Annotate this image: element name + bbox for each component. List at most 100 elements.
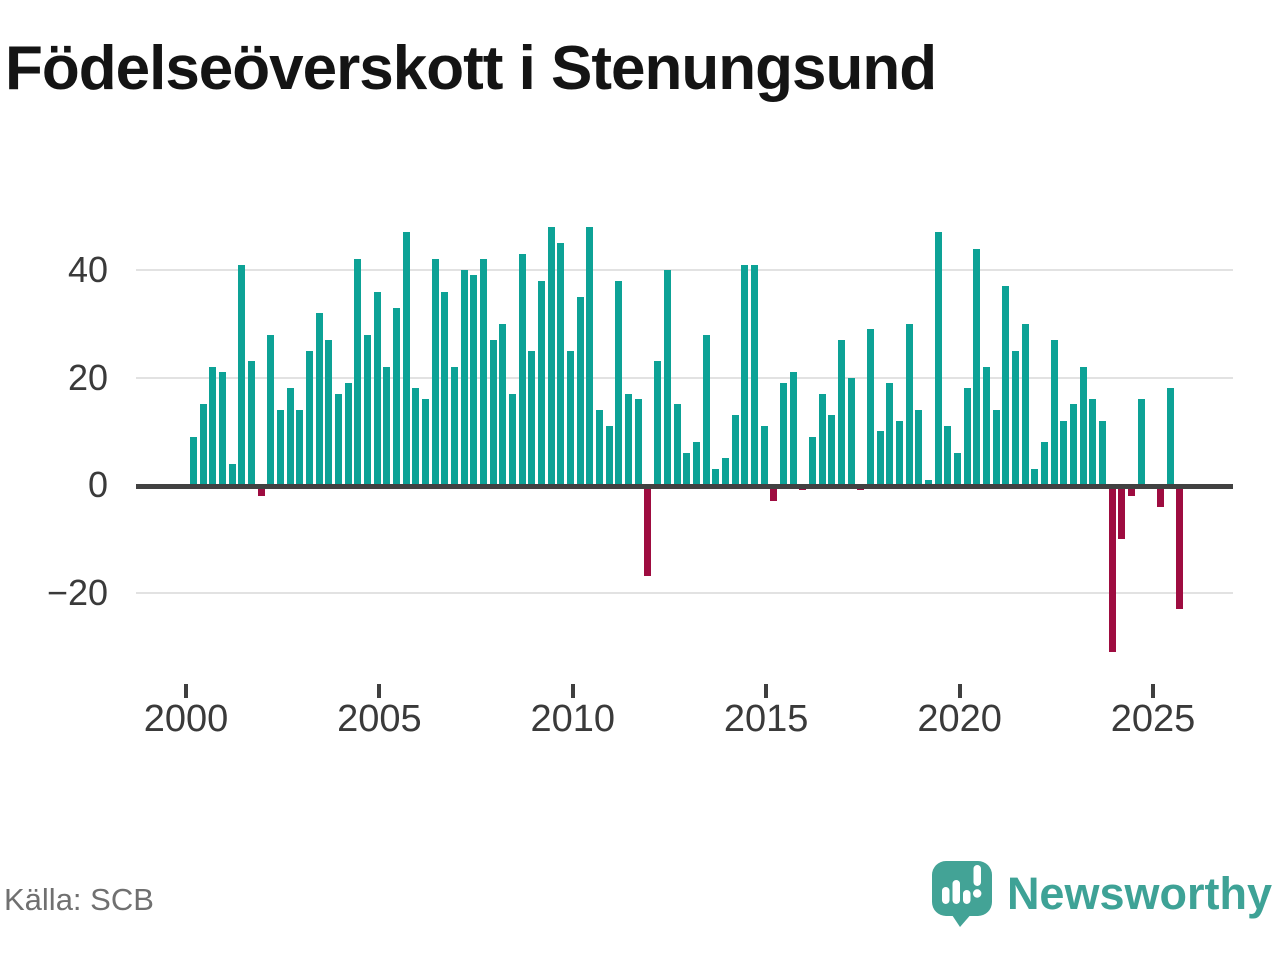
bar-2013-q1 [692, 442, 700, 485]
bar-2007-q4 [489, 339, 497, 485]
bar-2011-q3 [634, 399, 642, 485]
bar-2015-q2 [779, 382, 787, 485]
bar-2009-q3 [557, 243, 565, 485]
bar-2021-q1 [1002, 286, 1010, 485]
bar-2022-q1 [1040, 442, 1048, 485]
bar-2003-q1 [306, 350, 314, 485]
x-tick-2020 [957, 684, 962, 698]
bar-2008-q1 [499, 323, 507, 485]
x-tick-label-2025: 2025 [1110, 698, 1196, 740]
bar-2003-q4 [335, 393, 343, 485]
bar-2012-q2 [663, 270, 671, 485]
source-note: Källa: SCB [4, 882, 154, 917]
bar-2015-q3 [789, 372, 797, 485]
bar-2023-q1 [1079, 366, 1087, 485]
bar-2001-q2 [238, 264, 246, 485]
bar-2002-q3 [286, 388, 294, 485]
bar-2013-q4 [721, 458, 729, 485]
bar-2000-q4 [219, 372, 226, 485]
bar-2009-q1 [538, 280, 546, 485]
bar-2005-q3 [402, 232, 410, 485]
bar-2005-q1 [383, 366, 391, 485]
bar-2008-q2 [509, 393, 517, 485]
bar-2016-q2 [818, 393, 826, 485]
bar-2000-q2 [199, 404, 207, 485]
x-tick-label-2005: 2005 [337, 698, 422, 740]
bar-2008-q4 [528, 350, 536, 485]
bar-2009-q2 [547, 227, 555, 485]
bar-2001-q4 [257, 485, 265, 496]
bar-2004-q4 [373, 291, 381, 485]
bar-2004-q3 [364, 334, 372, 485]
x-tick-2005 [377, 684, 382, 698]
x-tick-2000 [184, 684, 188, 698]
bar-2014-q2 [741, 264, 749, 485]
x-tick-label-2010: 2010 [530, 698, 616, 740]
bar-2013-q3 [712, 468, 720, 485]
bar-2000-q1 [190, 436, 197, 485]
bar-2010-q1 [576, 296, 584, 485]
bar-2025-q1 [1157, 485, 1164, 507]
bar-2002-q4 [296, 409, 304, 485]
bar-2010-q3 [596, 409, 604, 485]
x-tick-label-2020: 2020 [917, 698, 1002, 740]
bar-2020-q4 [992, 409, 1000, 485]
bar-2006-q4 [451, 366, 459, 485]
bar-2021-q3 [1021, 323, 1029, 485]
x-tick-2010 [570, 684, 575, 698]
gridline-20 [136, 376, 1233, 379]
bar-2014-q3 [750, 264, 758, 485]
bar-2002-q1 [267, 334, 275, 485]
bar-2010-q4 [605, 425, 613, 485]
bar-2023-q3 [1098, 420, 1106, 485]
bar-2006-q3 [441, 291, 449, 485]
bar-2024-q1 [1118, 485, 1126, 539]
bar-2005-q2 [393, 307, 401, 485]
bar-2025-q3 [1176, 485, 1184, 609]
bar-2019-q2 [934, 232, 942, 485]
bar-2006-q2 [431, 259, 439, 485]
newsworthy-branding: Newsworthy [931, 860, 1272, 928]
x-tick-2015 [764, 684, 769, 698]
bar-2018-q2 [895, 420, 903, 485]
bar-2005-q4 [412, 388, 420, 485]
bar-2003-q2 [315, 313, 323, 485]
bar-2007-q2 [470, 275, 478, 485]
bar-2003-q3 [325, 339, 333, 485]
bar-2025-q2 [1166, 388, 1174, 485]
bar-2012-q4 [683, 452, 691, 485]
bar-2020-q1 [963, 388, 971, 485]
bar-2018-q3 [905, 323, 913, 485]
x-tick-2025 [1151, 684, 1155, 698]
bar-2007-q1 [460, 270, 468, 485]
bar-2023-q4 [1108, 485, 1116, 652]
bar-2004-q1 [344, 382, 352, 485]
bar-2022-q2 [1050, 339, 1058, 485]
bar-2006-q1 [422, 399, 430, 485]
bar-2004-q2 [354, 259, 362, 485]
bar-2000-q3 [209, 366, 217, 485]
bar-2020-q3 [982, 366, 990, 485]
bar-2016-q3 [828, 415, 836, 485]
bar-2009-q4 [567, 350, 575, 485]
gridline-40 [136, 269, 1233, 271]
bar-2016-q1 [808, 436, 816, 485]
y-tick-label--20: −20 [46, 571, 108, 613]
bar-2019-q3 [944, 425, 952, 485]
y-tick-label-40: 40 [67, 249, 108, 290]
bar-2001-q1 [228, 463, 236, 485]
bar-2015-q1 [770, 485, 778, 502]
y-tick-label-0: 0 [87, 464, 108, 505]
newsworthy-logo-icon [931, 861, 992, 927]
bar-2007-q3 [480, 259, 488, 485]
bar-2023-q2 [1089, 399, 1097, 485]
bar-2011-q2 [625, 393, 633, 485]
x-tick-label-2000: 2000 [143, 698, 229, 740]
bar-2020-q2 [973, 248, 981, 485]
bar-2024-q3 [1137, 399, 1145, 485]
bar-2018-q1 [886, 382, 894, 485]
bar-2014-q4 [760, 425, 768, 485]
gridline-0 [136, 484, 1233, 489]
gridline--20 [136, 591, 1233, 594]
